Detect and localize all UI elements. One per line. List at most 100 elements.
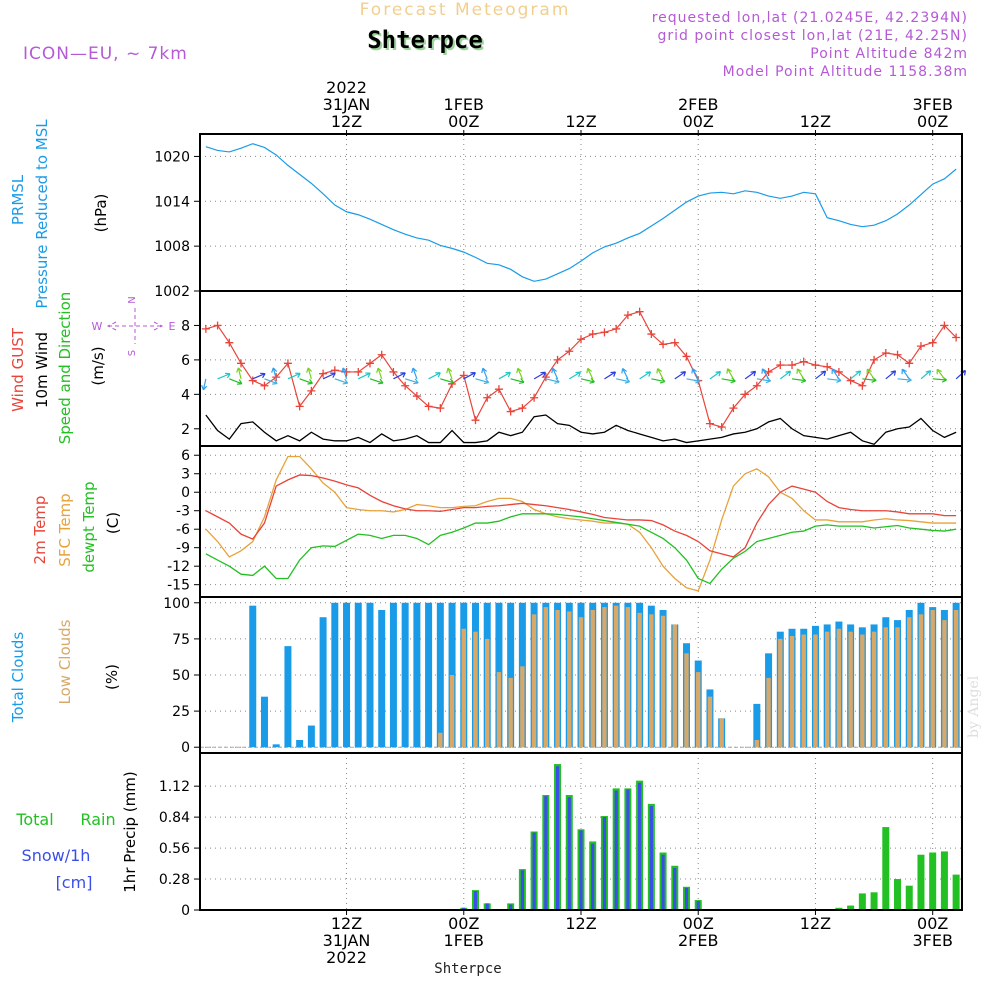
snow-bar	[684, 887, 689, 910]
gust-marker	[377, 350, 386, 359]
wind-direction-arrow	[411, 367, 418, 380]
total-cloud-bar	[249, 605, 257, 748]
top-time-label: 2FEB	[678, 95, 718, 114]
temperature-ytick-label: -3	[176, 504, 190, 520]
precip-unit-label: 1hr Precip (mm)	[121, 771, 139, 892]
gust-marker	[424, 402, 433, 411]
wind-direction-arrow	[551, 367, 559, 380]
wind-direction-arrow	[393, 372, 406, 380]
low-cloud-bar	[496, 672, 502, 748]
station-name: Shterpce	[367, 26, 483, 54]
rain-bar	[905, 885, 913, 910]
low-cloud-bar	[531, 614, 537, 748]
temperature-ytick-label: 3	[181, 467, 190, 483]
wind-ytick-label: 2	[181, 422, 190, 438]
low-cloud-bar	[637, 612, 642, 748]
dewpt-label: dewpt Temp	[80, 481, 98, 572]
low-cloud-bar	[895, 627, 900, 748]
wind-direction-arrow	[897, 376, 912, 383]
gust-marker	[741, 390, 750, 399]
rain-bar	[835, 907, 843, 910]
wind-direction-arrow	[201, 378, 208, 391]
wind-ytick-label: 6	[181, 353, 190, 369]
wind-direction-arrow	[481, 367, 488, 380]
wind-direction-arrow	[568, 371, 582, 380]
bottom-time-label: 00Z	[917, 914, 948, 933]
model-label: ICON—EU, ~ 7km	[23, 44, 188, 64]
pressure-panel: 1002 1008 1014 1020	[154, 134, 962, 300]
temperature-panel: -15 -12 -9 -6 -3 0 3 6	[167, 446, 962, 597]
point-altitude: Point Altitude 842m	[810, 46, 968, 62]
low-cloud-bar	[684, 653, 689, 748]
grid-point-coordinates: grid point closest lon,lat (21E, 42.25N)	[657, 28, 968, 44]
wind-direction-arrow	[446, 367, 453, 380]
gust-marker	[717, 423, 726, 432]
wind-direction-arrow	[341, 367, 348, 380]
gust-marker	[752, 381, 761, 390]
low-cloud-bar	[719, 718, 724, 748]
rain-bar	[858, 893, 866, 910]
requested-coordinates: requested lon,lat (21.0245E, 42.2394N)	[651, 10, 968, 26]
wind-direction-arrow	[709, 370, 722, 380]
gust-marker	[530, 393, 539, 402]
total-cloud-bar	[331, 602, 339, 748]
temperature-ytick-label: 6	[181, 448, 190, 464]
wind-direction-label: Speed and Direction	[56, 292, 74, 445]
chart-title: Forecast Meteogram	[359, 0, 571, 20]
wind-direction-arrow	[271, 367, 278, 379]
clouds-ytick-label: 50	[172, 668, 190, 684]
wind-direction-arrow	[358, 372, 371, 380]
gust-marker	[506, 407, 515, 416]
total-cloud-bar	[319, 617, 327, 748]
gust-marker	[940, 321, 949, 330]
low-cloud-bar	[707, 696, 713, 748]
snow-bar	[649, 806, 653, 910]
wind-direction-arrow	[639, 371, 652, 380]
rain-bar	[929, 852, 937, 910]
wind-direction-arrow	[306, 367, 313, 379]
gust-marker	[518, 404, 527, 413]
wind-direction-arrow	[621, 367, 629, 380]
wind-direction-arrow	[475, 378, 490, 385]
snow-bar	[473, 891, 478, 910]
top-time-label: 12Z	[331, 112, 362, 131]
pressure-unit-label: (hPa)	[92, 194, 110, 233]
low-cloud-bar	[696, 672, 701, 748]
wind-direction-arrow	[686, 377, 701, 384]
wind-direction-arrow	[761, 368, 770, 380]
pressure-frame	[199, 133, 963, 292]
gust-marker	[928, 338, 937, 347]
low-cloud-bar	[860, 634, 865, 748]
wind-direction-arrow	[604, 371, 617, 380]
wind-direction-arrow	[932, 376, 947, 383]
wind-direction-arrow	[264, 378, 278, 385]
clouds-unit-label: (%)	[103, 664, 121, 690]
top-time-label: 00Z	[683, 112, 714, 131]
sfc-temp-line	[205, 455, 957, 592]
low-cloud-bar	[485, 638, 490, 748]
low-cloud-bar	[848, 631, 853, 748]
wind-direction-arrow	[586, 367, 594, 380]
wind-direction-arrow	[217, 372, 231, 380]
temperature-ytick-label: -6	[176, 522, 190, 538]
low-cloud-bar	[824, 631, 830, 748]
low-cloud-bar	[543, 607, 549, 748]
compass-arrows	[106, 308, 164, 344]
total-cloud-bar	[260, 696, 268, 748]
total-clouds-label: Total Clouds	[9, 632, 27, 724]
precip-ytick-label: 0.56	[159, 841, 190, 857]
wind-direction-arrow	[533, 371, 546, 380]
wind-ytick-label: 4	[181, 387, 190, 403]
precip-ytick-label: 1.12	[159, 779, 190, 795]
low-cloud-bar	[871, 631, 877, 748]
sfc-temp-label: SFC Temp	[56, 493, 74, 566]
gust-marker	[565, 347, 574, 356]
low-cloud-bar	[649, 614, 654, 748]
low-cloud-bar	[438, 732, 443, 748]
compass-north: N	[127, 296, 138, 303]
low-cloud-bar	[918, 614, 924, 748]
gust-marker	[635, 307, 644, 316]
snow-bar	[591, 843, 595, 910]
snow-bar	[509, 904, 513, 910]
pressure-ytick-label: 1008	[154, 239, 190, 255]
